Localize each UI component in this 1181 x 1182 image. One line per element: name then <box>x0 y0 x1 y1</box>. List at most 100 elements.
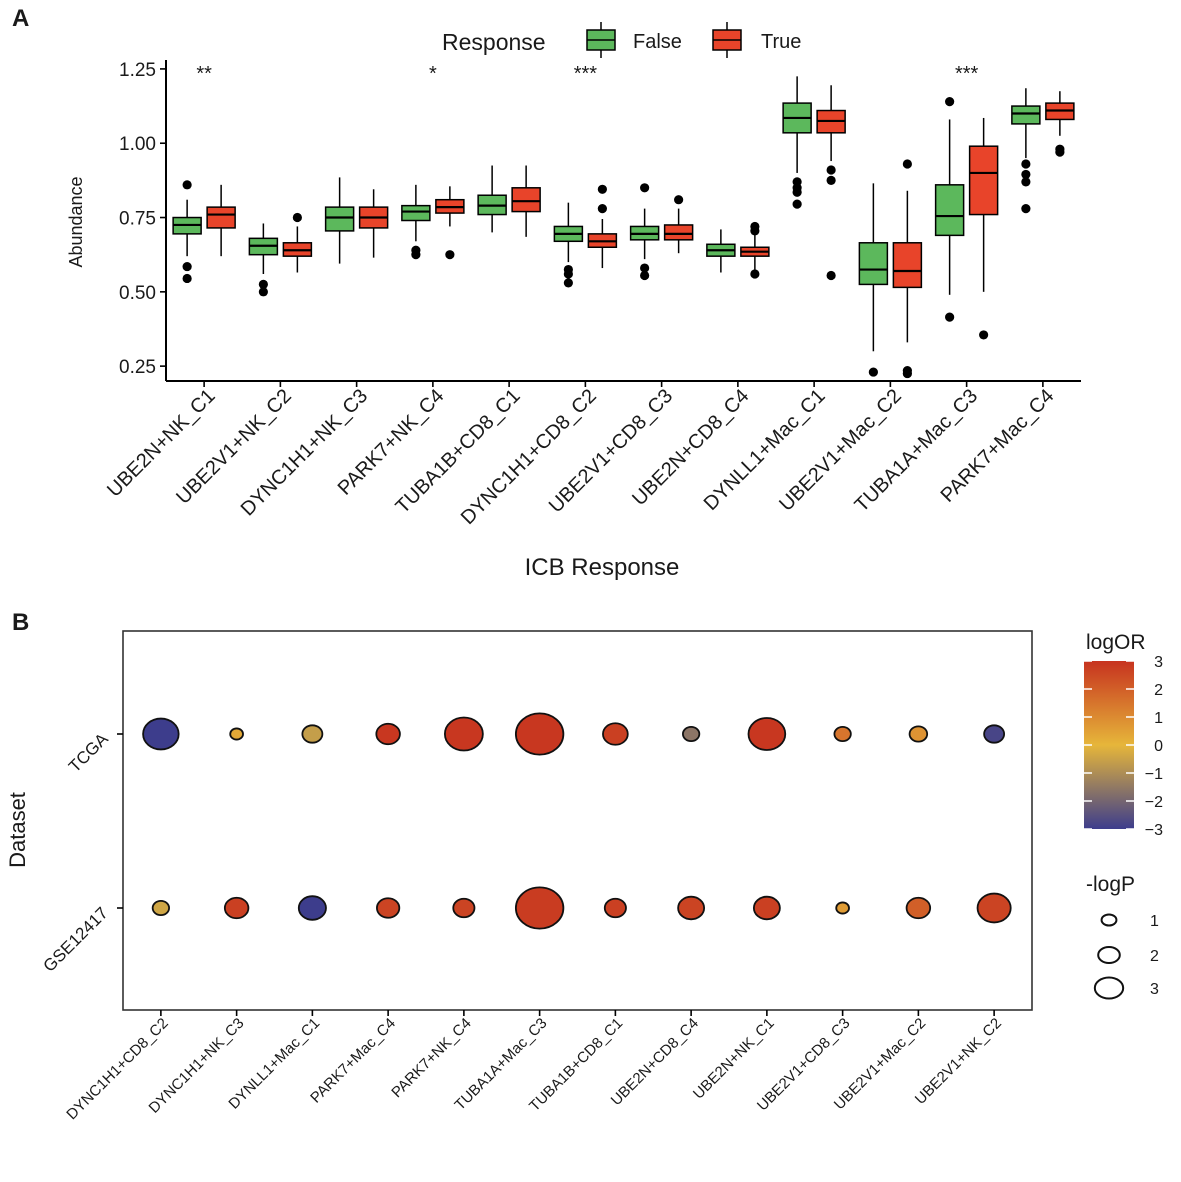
outlier-point <box>902 159 912 169</box>
box-body <box>934 184 965 237</box>
x-tick-label: PARK7+NK_C4 <box>388 1015 474 1101</box>
outlier-point <box>182 261 192 272</box>
outlier-point <box>750 269 760 279</box>
bubble-tcga-8 <box>747 717 787 751</box>
outlier-point <box>182 180 192 190</box>
colorbar-tick-label: −1 <box>1145 766 1163 783</box>
outlier-point <box>1021 159 1031 169</box>
outlier-point <box>750 226 760 236</box>
boxplot-area: 0.250.500.751.001.25 UBE2N+NK_C1UBE2V1+N… <box>103 60 1081 529</box>
box-false-6 <box>629 183 660 281</box>
significance-label: ** <box>196 63 212 85</box>
outlier-point <box>1021 169 1031 180</box>
legend-a: Response False True <box>442 22 801 58</box>
outlier-point <box>182 273 192 284</box>
box-false-2 <box>324 177 355 264</box>
outlier-point <box>826 270 836 281</box>
box-true-8 <box>816 85 846 281</box>
colorbar-tick-label: 1 <box>1154 710 1163 727</box>
significance-label: *** <box>955 63 979 85</box>
colorbar-tick-label: 2 <box>1154 682 1163 699</box>
size-legend-circle <box>1097 946 1121 964</box>
box-body <box>663 224 694 241</box>
bubble-tcga-5 <box>514 712 565 756</box>
legend-label-true: True <box>761 31 801 53</box>
colorbar-tick-label: −3 <box>1145 822 1163 839</box>
plot-frame <box>122 630 1033 1011</box>
logor-colorbar <box>1084 661 1134 829</box>
bubble-tcga-1 <box>229 727 244 741</box>
box-body <box>858 242 889 286</box>
outlier-point <box>674 195 684 205</box>
outlier-point <box>868 367 878 377</box>
outlier-point <box>826 165 836 175</box>
box-true-5 <box>587 184 618 269</box>
size-legend-label: 2 <box>1150 948 1159 965</box>
box-false-4 <box>477 165 507 233</box>
outlier-point <box>411 250 421 260</box>
box-body <box>892 242 923 289</box>
box-false-8 <box>782 76 812 209</box>
outlier-point <box>902 368 912 379</box>
y-tick-label: 0.50 <box>119 283 156 304</box>
size-legend-circle <box>1093 976 1125 1000</box>
legend-title: Response <box>442 29 546 55</box>
size-legend-label: 1 <box>1150 913 1159 930</box>
neglogp-legend-title: -logP <box>1086 873 1135 896</box>
dataset-tick-label: TCGA <box>65 729 112 776</box>
bubble-tcga-10 <box>908 725 929 743</box>
outlier-point <box>979 330 989 340</box>
bubble-tcga-6 <box>602 722 629 746</box>
bubble-tcga-9 <box>833 725 852 743</box>
bubble-gse12417-2 <box>297 895 327 921</box>
bubble-gse12417-0 <box>151 899 170 917</box>
bubble-gse12417-8 <box>752 895 781 921</box>
box-false-5 <box>553 202 584 288</box>
panel-a-label: A <box>12 5 29 32</box>
outlier-point <box>792 187 802 197</box>
x-tick-label: DYNC1H1+NK_C3 <box>237 385 372 520</box>
box-true-3 <box>435 186 465 260</box>
y-tick-label: 0.75 <box>119 209 156 230</box>
box-true-10 <box>968 117 999 340</box>
bubble-gse12417-9 <box>835 901 850 915</box>
box-false-9 <box>858 183 889 377</box>
bubble-tcga-0 <box>142 717 180 751</box>
colorbar-tick-label: −2 <box>1145 794 1163 811</box>
bubble-gse12417-10 <box>905 896 932 920</box>
bubble-tcga-4 <box>443 716 484 752</box>
outlier-point <box>1021 177 1031 187</box>
y-tick-label: 1.25 <box>119 60 156 81</box>
x-tick-label: DYNC1H1+CD8_C2 <box>457 385 601 529</box>
significance-label: *** <box>574 63 598 85</box>
box-body <box>324 206 355 232</box>
outlier-point <box>640 183 650 193</box>
x-tick-label: UBE2N+NK_C1 <box>690 1015 778 1103</box>
outlier-point <box>563 278 573 288</box>
box-true-4 <box>511 165 541 237</box>
outlier-point <box>1055 147 1065 157</box>
box-true-11 <box>1045 91 1075 157</box>
bubble-tcga-7 <box>682 725 701 743</box>
box-true-6 <box>663 195 694 254</box>
outlier-point <box>258 279 268 290</box>
bubble-gse12417-5 <box>514 886 565 930</box>
outlier-point <box>292 212 302 223</box>
outlier-point <box>826 175 836 185</box>
box-false-1 <box>248 223 279 297</box>
box-false-3 <box>401 184 431 260</box>
dataset-tick-label: GSE12417 <box>40 903 112 975</box>
bubble-gse12417-6 <box>603 897 627 919</box>
panel-b-label: B <box>12 609 29 636</box>
box-false-7 <box>706 229 736 273</box>
bubble-gse12417-11 <box>976 892 1012 924</box>
legend-label-false: False <box>633 31 682 53</box>
outlier-point <box>792 199 802 209</box>
outlier-point <box>258 287 268 297</box>
significance-label: * <box>429 63 437 85</box>
bubble-gse12417-1 <box>223 896 250 920</box>
box-body <box>511 187 541 213</box>
neglogp-legend: -logP 1 2 3 <box>1086 873 1159 1000</box>
